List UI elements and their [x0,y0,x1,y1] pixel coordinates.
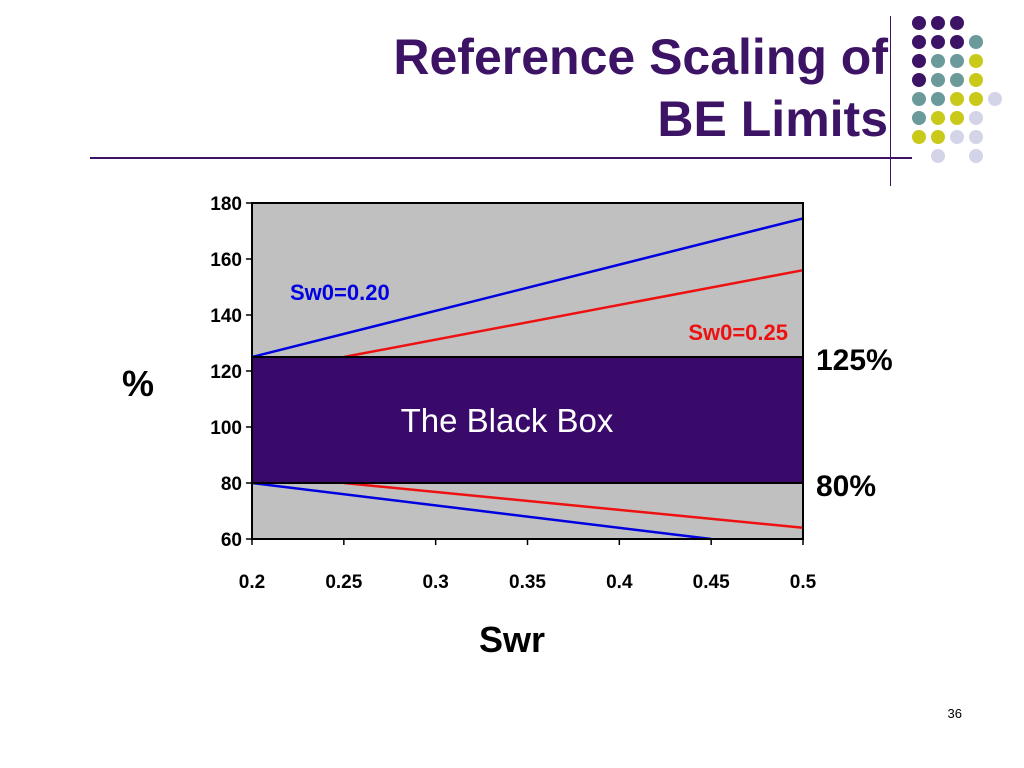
x-tick-label: 0.5 [790,572,817,593]
series-label-sw025: Sw0=0.25 [688,320,788,345]
lower-limit-label: 80% [816,470,876,503]
title-divider [90,157,912,159]
slide-title-line-1: Reference Scaling of [393,29,888,85]
y-tick-label: 120 [210,362,242,383]
corner-divider [890,16,891,186]
x-tick-label: 0.2 [239,572,265,593]
y-tick-label: 60 [221,530,242,551]
y-tick-label: 180 [210,194,242,215]
x-tick-label: 0.35 [509,572,546,593]
upper-limit-label: 125% [816,344,893,377]
series-line-sw020-upper [251,217,804,359]
x-tick-label: 0.3 [422,572,448,593]
x-tick-label: 0.25 [325,572,362,593]
x-axis-label: Swr [479,619,545,660]
black-box-label: The Black Box [401,402,614,439]
y-tick-label: 140 [210,306,242,327]
series-line-sw020-lower [251,481,712,541]
x-tick-label: 0.4 [606,572,633,593]
chart: 60 80 100 120 140 160 180 0.2 0.25 0.3 0.35 0.4 0.45… [122,194,893,660]
x-tick-label: 0.45 [693,572,730,593]
y-axis-label: % [122,363,154,404]
slide-title-line-2: BE Limits [657,91,888,147]
y-tick-label: 80 [221,474,242,495]
page-number: 36 [947,706,962,721]
y-tick-label: 100 [210,418,242,439]
series-label-sw020: Sw0=0.20 [290,280,390,305]
slide-title: Reference Scaling of BE Limits [248,26,888,150]
black-box-band [251,356,804,484]
series-line-sw025-upper [343,268,804,359]
y-tick-label: 160 [210,250,242,271]
series-line-sw025-lower [343,481,804,530]
